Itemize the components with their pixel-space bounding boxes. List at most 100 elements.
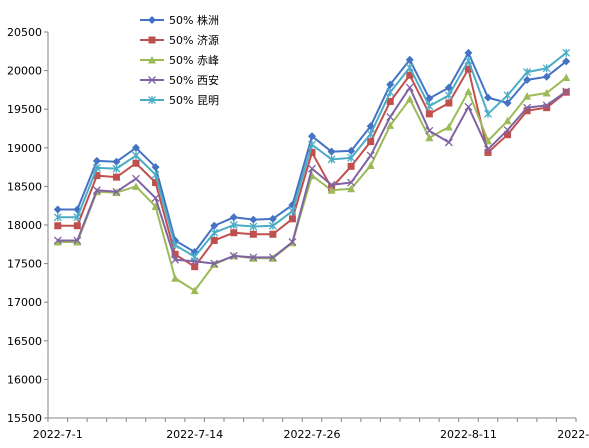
data-point (445, 99, 453, 107)
data-point (405, 95, 414, 103)
x-tick-label: 2022-7-1 (33, 428, 83, 441)
legend-label: 50% 昆明 (169, 94, 219, 107)
data-point (366, 161, 375, 170)
data-point (425, 133, 434, 142)
data-point (171, 250, 179, 258)
legend-item: 50% 济源 (140, 33, 219, 47)
legend-marker (148, 16, 156, 24)
legend-label: 50% 株洲 (169, 13, 219, 27)
data-point (268, 221, 277, 230)
data-point (249, 230, 257, 238)
data-point (562, 87, 571, 96)
data-point (562, 73, 571, 82)
data-point (347, 162, 355, 170)
data-point (386, 121, 395, 129)
data-point (386, 97, 394, 105)
data-point (347, 184, 356, 193)
y-tick-label: 18500 (7, 180, 42, 193)
data-point (444, 122, 453, 131)
data-point (425, 102, 434, 111)
legend-marker (148, 56, 156, 64)
data-point (308, 148, 316, 156)
data-point (542, 64, 551, 73)
data-point (171, 274, 180, 282)
series-5 (53, 48, 571, 261)
data-point (503, 126, 512, 135)
data-point (327, 180, 336, 189)
data-point (464, 56, 473, 65)
data-point (366, 122, 375, 131)
data-point (308, 140, 316, 149)
series-layer (53, 48, 571, 295)
y-tick-label: 16500 (7, 335, 42, 348)
data-point (523, 103, 532, 112)
data-point (132, 174, 140, 183)
x-tick-label: 2022-8-11 (440, 428, 497, 441)
data-point (249, 253, 258, 262)
x-tick-label: 2022-8-23 (557, 428, 589, 441)
data-point (112, 164, 121, 173)
data-point (444, 83, 453, 92)
data-point (171, 241, 180, 250)
data-point (484, 145, 492, 154)
data-point (288, 207, 297, 216)
data-point (53, 236, 62, 245)
data-point (542, 72, 551, 81)
data-point (190, 252, 199, 261)
data-point (190, 286, 199, 295)
y-tick-label: 20000 (7, 65, 42, 78)
data-point (132, 151, 140, 160)
data-point (504, 131, 512, 139)
data-point (73, 213, 82, 222)
data-point (230, 229, 238, 237)
legend-marker (148, 36, 156, 44)
data-point (425, 110, 433, 118)
data-point (405, 55, 414, 64)
data-point (268, 214, 277, 223)
data-point (543, 104, 551, 112)
data-point (523, 92, 532, 100)
data-point (171, 255, 180, 264)
data-point (54, 222, 62, 230)
series-line (57, 76, 567, 292)
y-tick-label: 19000 (7, 142, 42, 155)
data-point (73, 237, 82, 246)
data-point (484, 93, 492, 102)
data-point (523, 107, 531, 115)
y-tick-label: 17000 (7, 296, 42, 309)
data-point (229, 251, 238, 260)
data-point (367, 138, 375, 146)
y-tick-label: 20500 (7, 26, 42, 39)
data-point (92, 163, 101, 172)
data-point (327, 155, 336, 164)
data-point (229, 221, 238, 229)
data-point (53, 213, 62, 222)
legend-label: 50% 西安 (169, 73, 219, 87)
data-point (132, 182, 140, 190)
data-point (347, 146, 356, 155)
data-point (386, 88, 395, 97)
data-point (191, 263, 199, 271)
data-point (132, 159, 140, 167)
data-point (503, 116, 512, 125)
data-point (210, 259, 219, 268)
x-axis-ticks: 2022-7-1 2022-7-14 2022-7-26 2022-8-11 2022-… (33, 418, 589, 441)
data-point (523, 75, 532, 84)
data-point (73, 222, 81, 230)
legend-marker (148, 76, 156, 84)
data-point (464, 65, 472, 73)
data-point (210, 228, 219, 237)
y-tick-label: 17500 (7, 258, 42, 271)
y-tick-label: 18000 (7, 219, 42, 232)
data-point (112, 187, 121, 196)
legend-label: 50% 济源 (169, 33, 219, 47)
data-point (210, 236, 218, 244)
y-tick-label: 19500 (7, 103, 42, 116)
data-point (503, 99, 512, 108)
data-point (406, 71, 414, 79)
data-point (366, 151, 375, 160)
data-point (386, 80, 395, 89)
data-point (347, 153, 356, 162)
series-4 (53, 83, 571, 268)
series-1 (53, 48, 571, 257)
